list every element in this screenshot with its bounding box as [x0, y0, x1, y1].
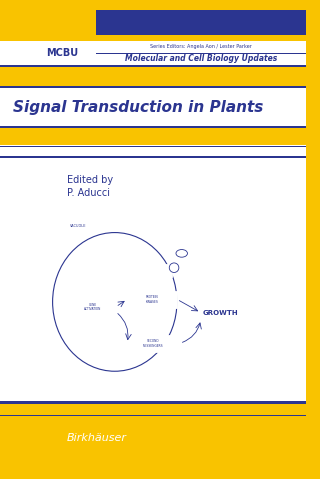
Text: PROTEIN
KINASES: PROTEIN KINASES	[146, 295, 158, 304]
Text: Series Editors: Angela Aon / Lester Parker: Series Editors: Angela Aon / Lester Park…	[150, 44, 252, 49]
Text: GROWTH: GROWTH	[203, 309, 239, 316]
Text: Molecular and Cell Biology Updates: Molecular and Cell Biology Updates	[125, 54, 277, 63]
Bar	[0, 401, 306, 468]
Bar	[96, 11, 306, 35]
Bar	[0, 86, 306, 88]
Bar	[0, 401, 306, 403]
Bar	[0, 126, 306, 128]
Bar	[127, 335, 180, 352]
Text: Signal Transduction in Plants: Signal Transduction in Plants	[13, 100, 264, 114]
Bar	[0, 145, 306, 158]
Bar	[201, 302, 241, 323]
Text: Birkhäuser: Birkhäuser	[67, 433, 127, 443]
Bar	[0, 146, 306, 147]
Text: SECOND
MESSENGERS: SECOND MESSENGERS	[143, 339, 164, 348]
Bar	[0, 41, 306, 67]
Text: MCBU: MCBU	[46, 48, 78, 58]
Bar	[0, 156, 306, 158]
Bar	[0, 156, 306, 158]
Text: GENE
ACTIVATION: GENE ACTIVATION	[84, 303, 101, 311]
Bar	[127, 291, 177, 308]
Bar	[0, 86, 306, 128]
Bar	[0, 128, 306, 145]
Bar	[0, 158, 306, 401]
Text: P. Aducci: P. Aducci	[67, 188, 110, 198]
Bar	[62, 215, 251, 373]
Text: Edited by: Edited by	[67, 175, 113, 185]
Bar	[0, 414, 306, 416]
Bar	[0, 65, 306, 67]
Text: VACUOLE: VACUOLE	[70, 224, 86, 228]
Bar	[70, 298, 116, 316]
Bar	[163, 264, 172, 277]
Bar	[0, 67, 306, 86]
Bar	[96, 53, 306, 55]
Bar	[0, 11, 306, 41]
